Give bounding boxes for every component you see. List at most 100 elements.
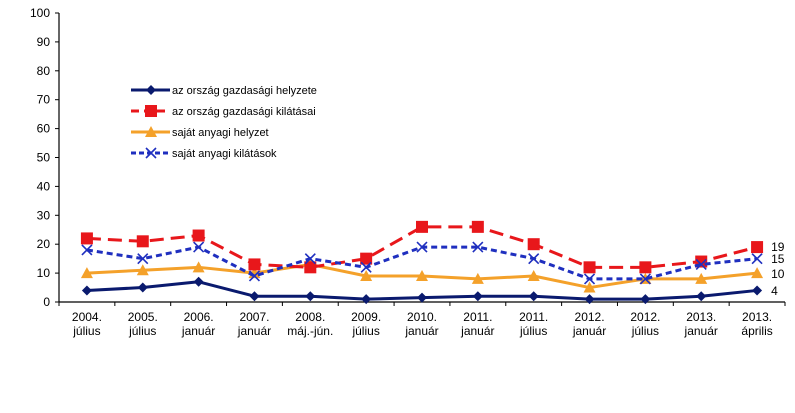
x-tick-label-month: máj.-jún. (287, 324, 333, 338)
x-tick-label: 2008. máj.-jún. (287, 310, 333, 338)
x-tick-label-year: 2006. (184, 310, 214, 324)
x-tick-label-month: január (237, 324, 271, 338)
end-value-label: 4 (771, 284, 778, 298)
x-marker (137, 253, 149, 265)
x-tick-label: 2012. július (630, 310, 660, 338)
x-tick-label-year: 2009. (351, 310, 381, 324)
square-marker (416, 220, 428, 233)
series-0 (81, 276, 763, 305)
y-tick-label: 20 (37, 237, 51, 251)
legend-label: saját anyagi helyzet (172, 127, 269, 139)
diamond-marker (249, 291, 260, 302)
x-tick-label-year: 2004. (72, 310, 102, 324)
x-tick-label-month: július (351, 324, 379, 338)
x-tick-label-month: január (572, 324, 606, 338)
triangle-marker (583, 281, 596, 293)
series-layer (80, 220, 764, 305)
triangle-marker (751, 267, 764, 279)
triangle-marker (136, 264, 149, 276)
x-tick-label-month: január (181, 324, 215, 338)
square-marker (145, 105, 157, 117)
x-tick-label: 2013. január (684, 310, 718, 338)
x-tick-label-month: április (741, 324, 772, 338)
x-marker (145, 147, 157, 159)
square-marker (248, 258, 261, 271)
triangle-marker (416, 269, 428, 281)
x-marker (248, 270, 261, 282)
end-value-label: 19 (771, 240, 785, 254)
square-marker (527, 238, 540, 251)
diamond-marker (472, 291, 483, 302)
x-marker (528, 253, 540, 265)
x-tick-label: 2010. január (404, 310, 438, 338)
x-tick-label-year: 2012. (630, 310, 660, 324)
legend-item: az ország gazdasági helyzete (131, 85, 317, 97)
x-tick-label-year: 2013. (686, 310, 716, 324)
diamond-marker (193, 276, 204, 287)
x-tick-label: 2006. január (181, 310, 215, 338)
x-tick-label: 2011. július (519, 310, 548, 338)
square-marker (80, 232, 93, 245)
x-marker (416, 241, 428, 253)
x-tick-label-month: január (684, 324, 718, 338)
square-marker (471, 220, 484, 233)
legend-label: az ország gazdasági kilátásai (172, 106, 316, 118)
x-tick-label-year: 2005. (128, 310, 158, 324)
x-tick-label: 2005. július (128, 310, 158, 338)
square-marker (639, 261, 652, 274)
x-tick-label: 2007. január (237, 310, 271, 338)
x-tick-label-year: 2010. (407, 310, 437, 324)
diamond-marker (528, 291, 539, 302)
square-marker (360, 252, 373, 265)
diamond-marker (146, 85, 156, 95)
legend-item: saját anyagi helyzet (131, 126, 269, 139)
square-marker (304, 261, 317, 274)
y-tick-label: 30 (37, 208, 51, 222)
diamond-marker (584, 294, 595, 305)
diamond-marker (137, 282, 148, 293)
x-tick-label-month: július (519, 324, 547, 338)
square-marker (751, 241, 764, 254)
triangle-marker (145, 126, 157, 137)
x-tick-label-year: 2011. (463, 310, 492, 324)
x-tick-label-month: július (631, 324, 659, 338)
x-tick-label: 2012. január (572, 310, 606, 338)
x-marker (695, 258, 707, 270)
x-tick-label: 2011. január (460, 310, 494, 338)
x-marker (81, 244, 93, 256)
diamond-marker (640, 294, 651, 305)
x-tick-label-month: július (72, 324, 100, 338)
triangle-marker (80, 267, 93, 279)
x-tick-label-month: július (128, 324, 156, 338)
diamond-marker (81, 285, 92, 296)
x-tick-label-year: 2012. (575, 310, 605, 324)
x-tick-label-year: 2013. (742, 310, 772, 324)
x-marker (360, 261, 372, 273)
x-tick-label-month: január (404, 324, 438, 338)
square-marker (192, 229, 205, 242)
triangle-marker (192, 261, 205, 273)
y-tick-label: 10 (37, 266, 51, 280)
end-value-label: 10 (771, 267, 785, 281)
x-marker (472, 241, 484, 253)
square-marker (136, 235, 149, 248)
diamond-marker (361, 294, 372, 305)
x-marker (193, 241, 205, 253)
x-tick-label: 2013. április (741, 310, 772, 338)
x-marker (751, 253, 763, 265)
diamond-marker (305, 291, 316, 302)
x-tick-label: 2004. július (72, 310, 102, 338)
legend: az ország gazdasági helyzete az ország ga… (131, 85, 317, 160)
x-tick-label-year: 2011. (519, 310, 548, 324)
triangle-marker (360, 269, 373, 281)
y-tick-label: 50 (37, 151, 51, 165)
x-tick-label-year: 2007. (239, 310, 269, 324)
legend-label: saját anyagi kilátások (172, 148, 277, 160)
y-tick-label: 90 (37, 35, 51, 49)
x-marker (639, 273, 651, 285)
y-tick-label: 60 (37, 122, 51, 136)
legend-item: az ország gazdasági kilátásai (131, 105, 316, 118)
